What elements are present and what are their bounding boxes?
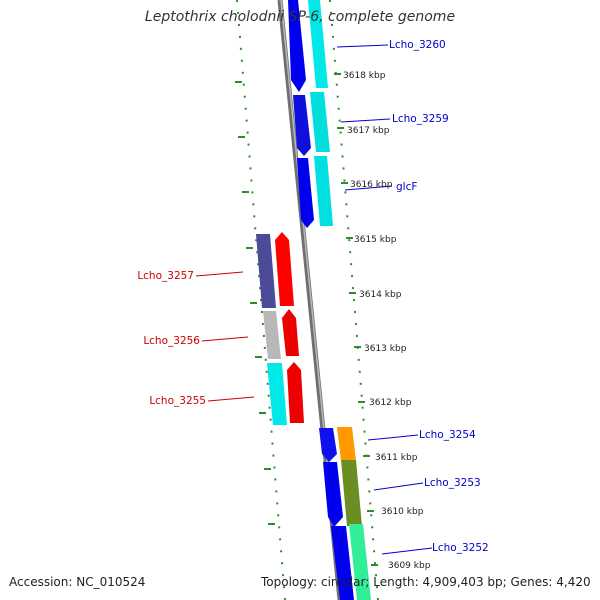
gene-glcF-cyan: [314, 156, 333, 226]
forward-genes-lower: [319, 427, 371, 600]
gene-lcho3257-red: [275, 232, 294, 306]
gene-label-reverse: Lcho_3256: [143, 335, 200, 347]
reverse-genes: [256, 232, 304, 425]
gene-lcho3259-cyan: [310, 92, 330, 152]
gene-label-reverse: Lcho_3257: [137, 270, 194, 282]
gene-lcho3256-red: [282, 309, 299, 356]
gene-label-forward: Lcho_3252: [432, 542, 489, 554]
forward-genes-upper: [288, 0, 333, 228]
gene-lcho3259-blue: [293, 95, 311, 156]
gene-label-forward: Lcho_3259: [392, 113, 449, 125]
tick-label: 3612 kbp: [369, 398, 412, 408]
gene-lcho3255-cyan: [267, 363, 287, 425]
tick-label: 3617 kbp: [347, 126, 390, 136]
label-leaders-forward: [336, 44, 433, 555]
gene-lcho3257-purple: [256, 234, 276, 308]
gene-lcho3254-blue: [319, 428, 337, 462]
ruler-minor-ticks: [235, 73, 378, 566]
label-leaders-reverse: [195, 271, 255, 402]
gene-label-forward: Lcho_3260: [389, 39, 446, 51]
gene-lcho3260-blue: [288, 0, 306, 92]
tick-label: 3614 kbp: [359, 290, 402, 300]
tick-label: 3610 kbp: [381, 507, 424, 517]
genome-summary-text: Topology: circular; Length: 4,909,403 bp…: [261, 575, 591, 589]
gene-lcho3260-cyan: [308, 0, 328, 88]
gene-label-forward: Lcho_3254: [419, 429, 476, 441]
ruler-left: [236, 0, 286, 600]
tick-label: 3611 kbp: [375, 453, 418, 463]
gene-lcho3254-orange: [337, 427, 356, 461]
gene-lcho3256-gray: [263, 311, 281, 359]
map-title: Leptothrix cholodnii SP-6, complete geno…: [144, 9, 456, 25]
gene-label-forward: glcF: [396, 181, 417, 193]
ruler-right: [329, 0, 379, 600]
gene-lcho3253-blue: [323, 462, 343, 527]
gene-lcho3252-blue: [331, 526, 354, 600]
gene-lcho3255-red: [287, 362, 304, 423]
tick-label: 3618 kbp: [343, 71, 386, 81]
tick-label: 3615 kbp: [354, 235, 397, 245]
reverse-gene-labels: Lcho_3257 Lcho_3256 Lcho_3255: [137, 270, 206, 407]
gene-lcho3252-green: [349, 524, 371, 600]
tick-label: 3609 kbp: [388, 561, 431, 571]
gene-lcho3253-olive: [341, 460, 362, 526]
tick-label: 3616 kbp: [350, 180, 393, 190]
tick-label: 3613 kbp: [364, 344, 407, 354]
gene-label-forward: Lcho_3253: [424, 477, 481, 489]
tick-labels: 3618 kbp 3617 kbp 3616 kbp 3615 kbp 3614…: [343, 71, 431, 571]
gene-label-reverse: Lcho_3255: [149, 395, 206, 407]
gene-glcF-blue: [297, 158, 314, 228]
accession-text: Accession: NC_010524: [9, 575, 146, 589]
forward-gene-labels: Lcho_3260 Lcho_3259 glcF Lcho_3254 Lcho_…: [389, 39, 489, 554]
